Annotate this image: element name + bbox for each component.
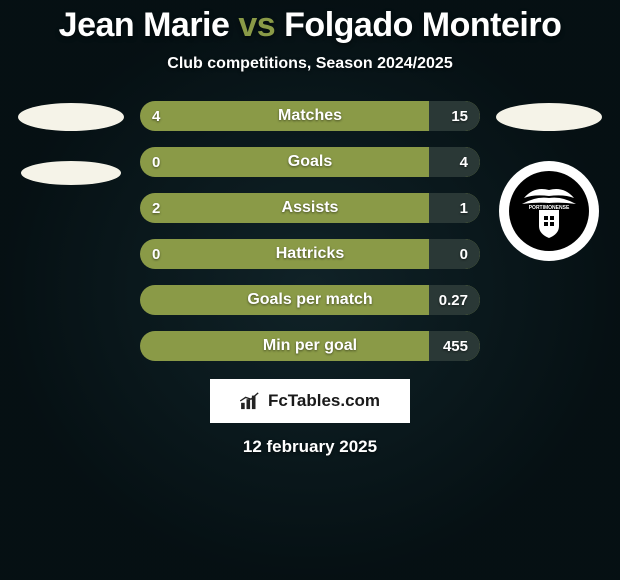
stat-label: Goals (140, 153, 480, 171)
stat-bar-row: 2Assists1 (140, 193, 480, 223)
stat-bar-row: 0Hattricks0 (140, 239, 480, 269)
stat-value-right: 0 (460, 246, 468, 263)
player-left-name: Jean Marie (59, 6, 230, 44)
stat-label: Matches (140, 107, 480, 125)
right-badge-column: PORTIMONENSE (494, 101, 604, 261)
stat-label: Min per goal (140, 337, 480, 355)
stat-bar-row: Min per goal455 (140, 331, 480, 361)
subtitle: Club competitions, Season 2024/2025 (0, 55, 620, 73)
stat-bars: 4Matches150Goals42Assists10Hattricks0Goa… (140, 101, 480, 361)
vs-label: vs (238, 6, 275, 44)
watermark-text: FcTables.com (268, 391, 380, 411)
stat-bar-row: Goals per match0.27 (140, 285, 480, 315)
stat-value-right: 1 (460, 200, 468, 217)
player-right-name: Folgado Monteiro (284, 6, 561, 44)
comparison-content: 4Matches150Goals42Assists10Hattricks0Goa… (0, 101, 620, 361)
left-club-placeholder-1 (18, 103, 124, 131)
right-club-placeholder (496, 103, 602, 131)
left-club-placeholder-2 (21, 161, 121, 185)
stat-value-right: 15 (451, 108, 468, 125)
stat-label: Goals per match (140, 291, 480, 309)
portimonense-crest-icon: PORTIMONENSE (509, 171, 589, 251)
svg-text:PORTIMONENSE: PORTIMONENSE (529, 205, 570, 211)
stat-bar-row: 0Goals4 (140, 147, 480, 177)
chart-icon (240, 392, 262, 410)
right-club-badge: PORTIMONENSE (499, 161, 599, 261)
left-badge-column (16, 101, 126, 185)
fctables-watermark: FcTables.com (210, 379, 410, 423)
stat-label: Hattricks (140, 245, 480, 263)
stat-label: Assists (140, 199, 480, 217)
stat-value-right: 455 (443, 338, 468, 355)
stat-value-right: 0.27 (439, 292, 468, 309)
comparison-title: Jean Marie vs Folgado Monteiro (0, 0, 620, 45)
date-label: 12 february 2025 (0, 437, 620, 457)
stat-bar-row: 4Matches15 (140, 101, 480, 131)
stat-value-right: 4 (460, 154, 468, 171)
